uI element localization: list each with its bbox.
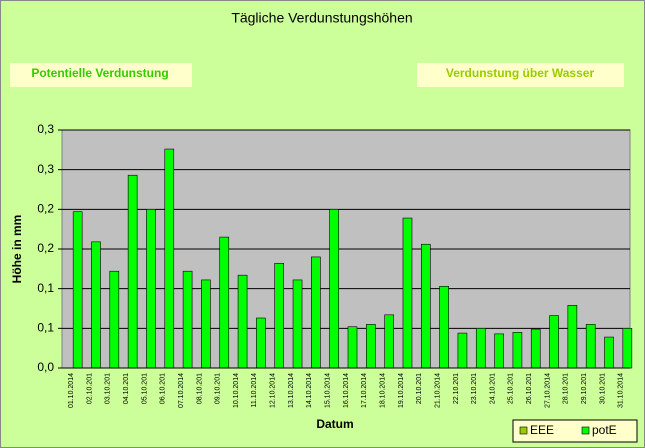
- bar: [256, 317, 266, 369]
- x-tick-label: 09.10.201: [215, 373, 222, 404]
- x-tick-label: 12.10.2014: [270, 373, 277, 408]
- annotation-box: [417, 63, 624, 87]
- legend-label: EEE: [530, 423, 554, 437]
- bar: [72, 211, 83, 369]
- annotation-box: [10, 63, 192, 87]
- bar: [585, 324, 596, 369]
- x-tick-label: 02.10.201: [86, 373, 93, 404]
- x-tick-label: 04.10.201: [123, 373, 130, 404]
- x-tick-label: 17.10.2014: [361, 373, 368, 408]
- bar: [494, 333, 504, 369]
- x-tick-label: 10.10.2014: [233, 373, 240, 408]
- x-tick-label: 29.10.201: [581, 373, 588, 404]
- x-tick-label: 15.10.2014: [325, 373, 332, 408]
- x-tick-label: 22.10.201: [453, 373, 460, 404]
- bar: [146, 209, 156, 369]
- y-tick-label: 0,2: [37, 202, 54, 216]
- bar: [530, 328, 541, 369]
- y-tick-label: 0,3: [37, 122, 54, 136]
- x-axis-label: Datum: [316, 417, 353, 431]
- bar: [512, 331, 523, 369]
- x-tick-label: 27.10.2014: [544, 373, 551, 408]
- bar: [604, 336, 614, 369]
- bar: [274, 262, 285, 369]
- bar: [201, 279, 211, 369]
- x-tick-label: 06.10.201: [160, 373, 167, 404]
- bar: [622, 328, 633, 369]
- x-tick-label: 23.10.201: [471, 373, 478, 404]
- bar: [109, 270, 120, 369]
- y-tick-label: 0,0: [37, 360, 54, 374]
- legend-swatch: [519, 426, 528, 435]
- bar: [439, 285, 449, 369]
- bar: [420, 243, 431, 369]
- x-tick-label: 03.10.201: [105, 373, 112, 404]
- x-tick-label: 21.10.2014: [434, 373, 441, 408]
- x-tick-label: 24.10.201: [489, 373, 496, 404]
- bar: [329, 209, 339, 369]
- bar: [366, 324, 376, 369]
- y-tick-label: 0,1: [37, 321, 54, 335]
- bar: [475, 328, 486, 369]
- bar: [91, 241, 101, 369]
- x-tick-label: 13.10.2014: [288, 373, 295, 408]
- x-tick-label: 05.10.201: [141, 373, 148, 404]
- legend: [512, 419, 638, 443]
- x-tick-label: 20.10.201: [416, 373, 423, 404]
- bar: [219, 236, 230, 369]
- x-tick-label: 31.10.2014: [618, 373, 625, 408]
- legend-label: potE: [592, 423, 617, 437]
- bar: [549, 315, 559, 369]
- bar: [384, 314, 394, 369]
- bar: [402, 217, 413, 369]
- bar: [127, 174, 138, 369]
- x-tick-label: 30.10.201: [599, 373, 606, 404]
- x-tick-label: 01.10.2014: [68, 373, 75, 408]
- x-tick-label: 16.10.2014: [343, 373, 350, 408]
- x-tick-label: 19.10.2014: [398, 373, 405, 408]
- x-tick-label: 11.10.2014: [251, 373, 258, 408]
- annotation: Potentielle Verdunstung: [31, 66, 168, 80]
- bar: [292, 279, 303, 369]
- bar: [311, 256, 321, 369]
- bar: [567, 305, 578, 369]
- x-tick-label: 26.10.201: [526, 373, 533, 404]
- x-tick-label: 28.10.201: [563, 373, 570, 404]
- y-tick-label: 0,3: [37, 162, 54, 176]
- bar: [457, 332, 468, 369]
- bar: [182, 270, 193, 369]
- x-tick-label: 14.10.2014: [306, 373, 313, 408]
- legend-swatch: [581, 426, 590, 435]
- x-tick-label: 08.10.201: [196, 373, 203, 404]
- y-tick-label: 0,2: [37, 241, 54, 255]
- bar: [347, 326, 358, 369]
- y-axis-label: Höhe in mm: [10, 215, 24, 284]
- y-tick-label: 0,1: [37, 281, 54, 295]
- annotation: Verdunstung über Wasser: [446, 66, 595, 80]
- x-tick-label: 25.10.201: [508, 373, 515, 404]
- x-tick-label: 07.10.2014: [178, 373, 185, 408]
- bar: [164, 148, 175, 369]
- bar: [237, 274, 248, 369]
- x-tick-label: 18.10.2014: [379, 373, 386, 408]
- chart-title: Tägliche Verdunstungshöhen: [231, 10, 412, 26]
